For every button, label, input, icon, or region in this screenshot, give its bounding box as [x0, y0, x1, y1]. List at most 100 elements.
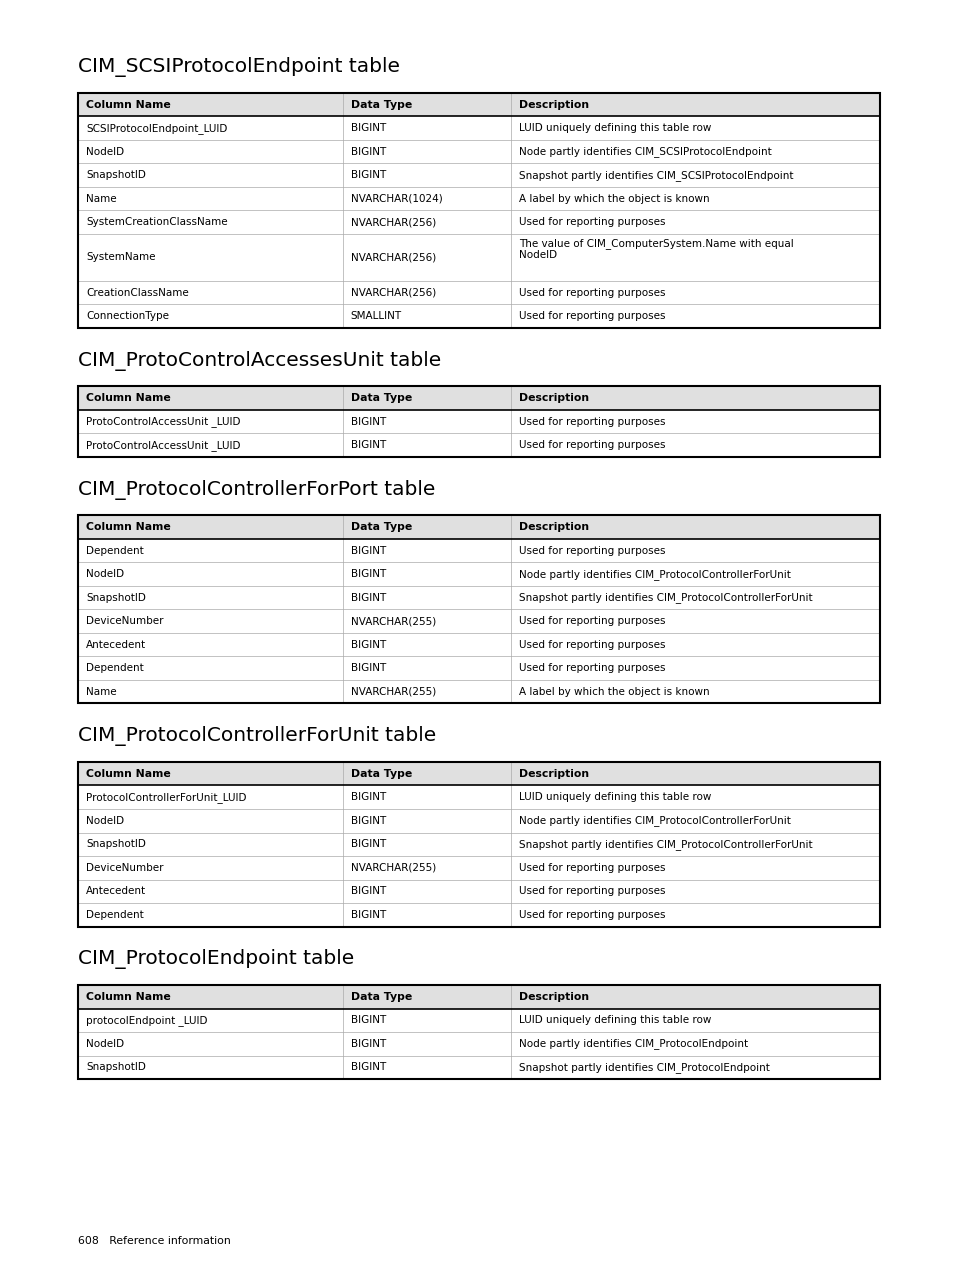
Text: Used for reporting purposes: Used for reporting purposes: [518, 311, 665, 322]
Bar: [78, 516, 879, 704]
Text: SnapshotID: SnapshotID: [86, 839, 146, 849]
Text: DeviceNumber: DeviceNumber: [86, 616, 164, 627]
Text: Snapshot partly identifies CIM_SCSIProtocolEndpoint: Snapshot partly identifies CIM_SCSIProto…: [518, 169, 793, 180]
Text: CIM_ProtocolControllerForUnit table: CIM_ProtocolControllerForUnit table: [78, 727, 436, 746]
Text: Dependent: Dependent: [86, 663, 144, 674]
Text: Description: Description: [518, 393, 588, 403]
Text: BIGINT: BIGINT: [351, 569, 386, 580]
Bar: [78, 985, 879, 1079]
Text: BIGINT: BIGINT: [351, 639, 386, 649]
Text: SystemCreationClassName: SystemCreationClassName: [86, 217, 228, 228]
Bar: [78, 93, 879, 328]
Text: Column Name: Column Name: [86, 99, 171, 109]
Text: LUID uniquely defining this table row: LUID uniquely defining this table row: [518, 1016, 711, 1026]
Text: BIGINT: BIGINT: [351, 816, 386, 826]
Text: SnapshotID: SnapshotID: [86, 170, 146, 180]
Text: Used for reporting purposes: Used for reporting purposes: [518, 616, 665, 627]
Text: NVARCHAR(256): NVARCHAR(256): [351, 287, 436, 297]
Text: BIGINT: BIGINT: [351, 663, 386, 674]
Text: Used for reporting purposes: Used for reporting purposes: [518, 663, 665, 674]
Text: Column Name: Column Name: [86, 991, 171, 1002]
Text: CreationClassName: CreationClassName: [86, 287, 189, 297]
Text: NodeID: NodeID: [86, 146, 124, 156]
Text: Data Type: Data Type: [351, 99, 412, 109]
Bar: [78, 763, 879, 927]
Text: Description: Description: [518, 522, 588, 533]
Bar: [78, 763, 879, 927]
Text: BIGINT: BIGINT: [351, 792, 386, 802]
Text: BIGINT: BIGINT: [351, 592, 386, 602]
Text: NVARCHAR(255): NVARCHAR(255): [351, 616, 436, 627]
Text: Antecedent: Antecedent: [86, 886, 146, 896]
Text: Column Name: Column Name: [86, 393, 171, 403]
Text: Data Type: Data Type: [351, 522, 412, 533]
Bar: [78, 93, 879, 328]
Text: Snapshot partly identifies CIM_ProtocolControllerForUnit: Snapshot partly identifies CIM_ProtocolC…: [518, 592, 812, 604]
Text: Description: Description: [518, 99, 588, 109]
Text: SystemName: SystemName: [86, 253, 155, 262]
Text: Description: Description: [518, 769, 588, 779]
Text: Used for reporting purposes: Used for reporting purposes: [518, 639, 665, 649]
Text: Node partly identifies CIM_ProtocolControllerForUnit: Node partly identifies CIM_ProtocolContr…: [518, 815, 790, 826]
Text: Used for reporting purposes: Used for reporting purposes: [518, 910, 665, 920]
Bar: [78, 985, 879, 1079]
Text: Used for reporting purposes: Used for reporting purposes: [518, 440, 665, 450]
Text: LUID uniquely defining this table row: LUID uniquely defining this table row: [518, 792, 711, 802]
Text: BIGINT: BIGINT: [351, 170, 386, 180]
Text: SCSIProtocolEndpoint_LUID: SCSIProtocolEndpoint_LUID: [86, 122, 228, 133]
Text: Used for reporting purposes: Used for reporting purposes: [518, 417, 665, 427]
Text: NVARCHAR(255): NVARCHAR(255): [351, 686, 436, 697]
Text: BIGINT: BIGINT: [351, 545, 386, 555]
Text: SMALLINT: SMALLINT: [351, 311, 401, 322]
Text: Name: Name: [86, 193, 116, 203]
Text: NodeID: NodeID: [86, 816, 124, 826]
Text: Data Type: Data Type: [351, 991, 412, 1002]
Text: protocolEndpoint _LUID: protocolEndpoint _LUID: [86, 1014, 208, 1026]
Text: Used for reporting purposes: Used for reporting purposes: [518, 545, 665, 555]
Text: NVARCHAR(255): NVARCHAR(255): [351, 863, 436, 873]
Text: BIGINT: BIGINT: [351, 440, 386, 450]
Text: BIGINT: BIGINT: [351, 417, 386, 427]
Bar: [78, 386, 879, 458]
Text: ConnectionType: ConnectionType: [86, 311, 169, 322]
Text: Snapshot partly identifies CIM_ProtocolEndpoint: Snapshot partly identifies CIM_ProtocolE…: [518, 1061, 769, 1073]
Text: Data Type: Data Type: [351, 393, 412, 403]
Text: 608   Reference information: 608 Reference information: [78, 1235, 231, 1246]
Text: Node partly identifies CIM_SCSIProtocolEndpoint: Node partly identifies CIM_SCSIProtocolE…: [518, 146, 771, 158]
Text: SnapshotID: SnapshotID: [86, 1063, 146, 1073]
Text: The value of CIM_ComputerSystem.Name with equal
NodeID: The value of CIM_ComputerSystem.Name wit…: [518, 238, 793, 261]
Text: LUID uniquely defining this table row: LUID uniquely defining this table row: [518, 123, 711, 133]
Text: BIGINT: BIGINT: [351, 123, 386, 133]
Text: ProtoControlAccessUnit _LUID: ProtoControlAccessUnit _LUID: [86, 440, 240, 451]
Text: BIGINT: BIGINT: [351, 886, 386, 896]
Text: DeviceNumber: DeviceNumber: [86, 863, 164, 873]
Text: BIGINT: BIGINT: [351, 1016, 386, 1026]
Text: Column Name: Column Name: [86, 522, 171, 533]
Text: BIGINT: BIGINT: [351, 146, 386, 156]
Text: NVARCHAR(1024): NVARCHAR(1024): [351, 193, 442, 203]
Text: NVARCHAR(256): NVARCHAR(256): [351, 217, 436, 228]
Text: ProtoControlAccessUnit _LUID: ProtoControlAccessUnit _LUID: [86, 416, 240, 427]
Text: ProtocolControllerForUnit_LUID: ProtocolControllerForUnit_LUID: [86, 792, 247, 803]
Text: Antecedent: Antecedent: [86, 639, 146, 649]
Text: A label by which the object is known: A label by which the object is known: [518, 193, 709, 203]
Text: Used for reporting purposes: Used for reporting purposes: [518, 217, 665, 228]
Text: Node partly identifies CIM_ProtocolEndpoint: Node partly identifies CIM_ProtocolEndpo…: [518, 1038, 747, 1050]
Text: A label by which the object is known: A label by which the object is known: [518, 686, 709, 697]
Text: BIGINT: BIGINT: [351, 839, 386, 849]
Bar: [78, 985, 879, 1009]
Bar: [78, 516, 879, 539]
Text: Used for reporting purposes: Used for reporting purposes: [518, 863, 665, 873]
Text: NodeID: NodeID: [86, 569, 124, 580]
Text: Column Name: Column Name: [86, 769, 171, 779]
Text: Snapshot partly identifies CIM_ProtocolControllerForUnit: Snapshot partly identifies CIM_ProtocolC…: [518, 839, 812, 850]
Text: Description: Description: [518, 991, 588, 1002]
Text: BIGINT: BIGINT: [351, 1038, 386, 1049]
Text: Used for reporting purposes: Used for reporting purposes: [518, 886, 665, 896]
Bar: [78, 763, 879, 785]
Text: CIM_ProtoControlAccessesUnit table: CIM_ProtoControlAccessesUnit table: [78, 351, 441, 371]
Text: Name: Name: [86, 686, 116, 697]
Text: Dependent: Dependent: [86, 545, 144, 555]
Bar: [78, 93, 879, 117]
Text: Used for reporting purposes: Used for reporting purposes: [518, 287, 665, 297]
